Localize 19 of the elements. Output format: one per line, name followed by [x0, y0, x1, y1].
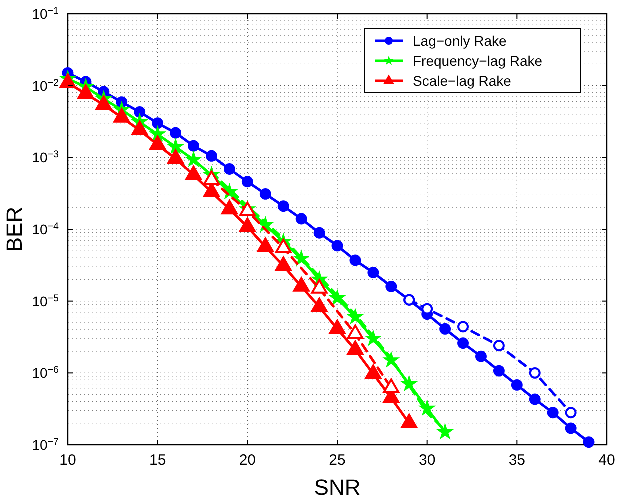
x-tick-label: 10 [60, 452, 76, 469]
y-tick-label: 10$^{−7}$ [32, 436, 59, 453]
legend-label: Lag−only Rake [413, 33, 508, 49]
y-tick-label: 10$^{−6}$ [32, 364, 60, 382]
x-tick-label: 20 [239, 452, 256, 469]
y-axis-title: BER [2, 206, 27, 252]
x-tick-label: 25 [329, 452, 346, 469]
y-tick-label: 10$^{−4}$ [32, 221, 60, 238]
legend-label: Frequency−lag Rake [413, 53, 543, 69]
x-tick-label: 40 [598, 452, 616, 469]
x-tick-label: 15 [149, 452, 166, 469]
y-tick-label: 10$^{−5}$ [32, 292, 60, 310]
legend-label: Scale−lag Rake [413, 73, 512, 89]
x-tick-label: 35 [508, 452, 526, 469]
x-axis-title: SNR [314, 475, 361, 499]
y-tick-label: 10$^{−3}$ [32, 149, 60, 166]
y-tick-label: 10$^{−2}$ [32, 77, 59, 94]
x-tick-label: 30 [418, 452, 436, 469]
y-tick-label: 10$^{−1}$ [32, 6, 59, 22]
